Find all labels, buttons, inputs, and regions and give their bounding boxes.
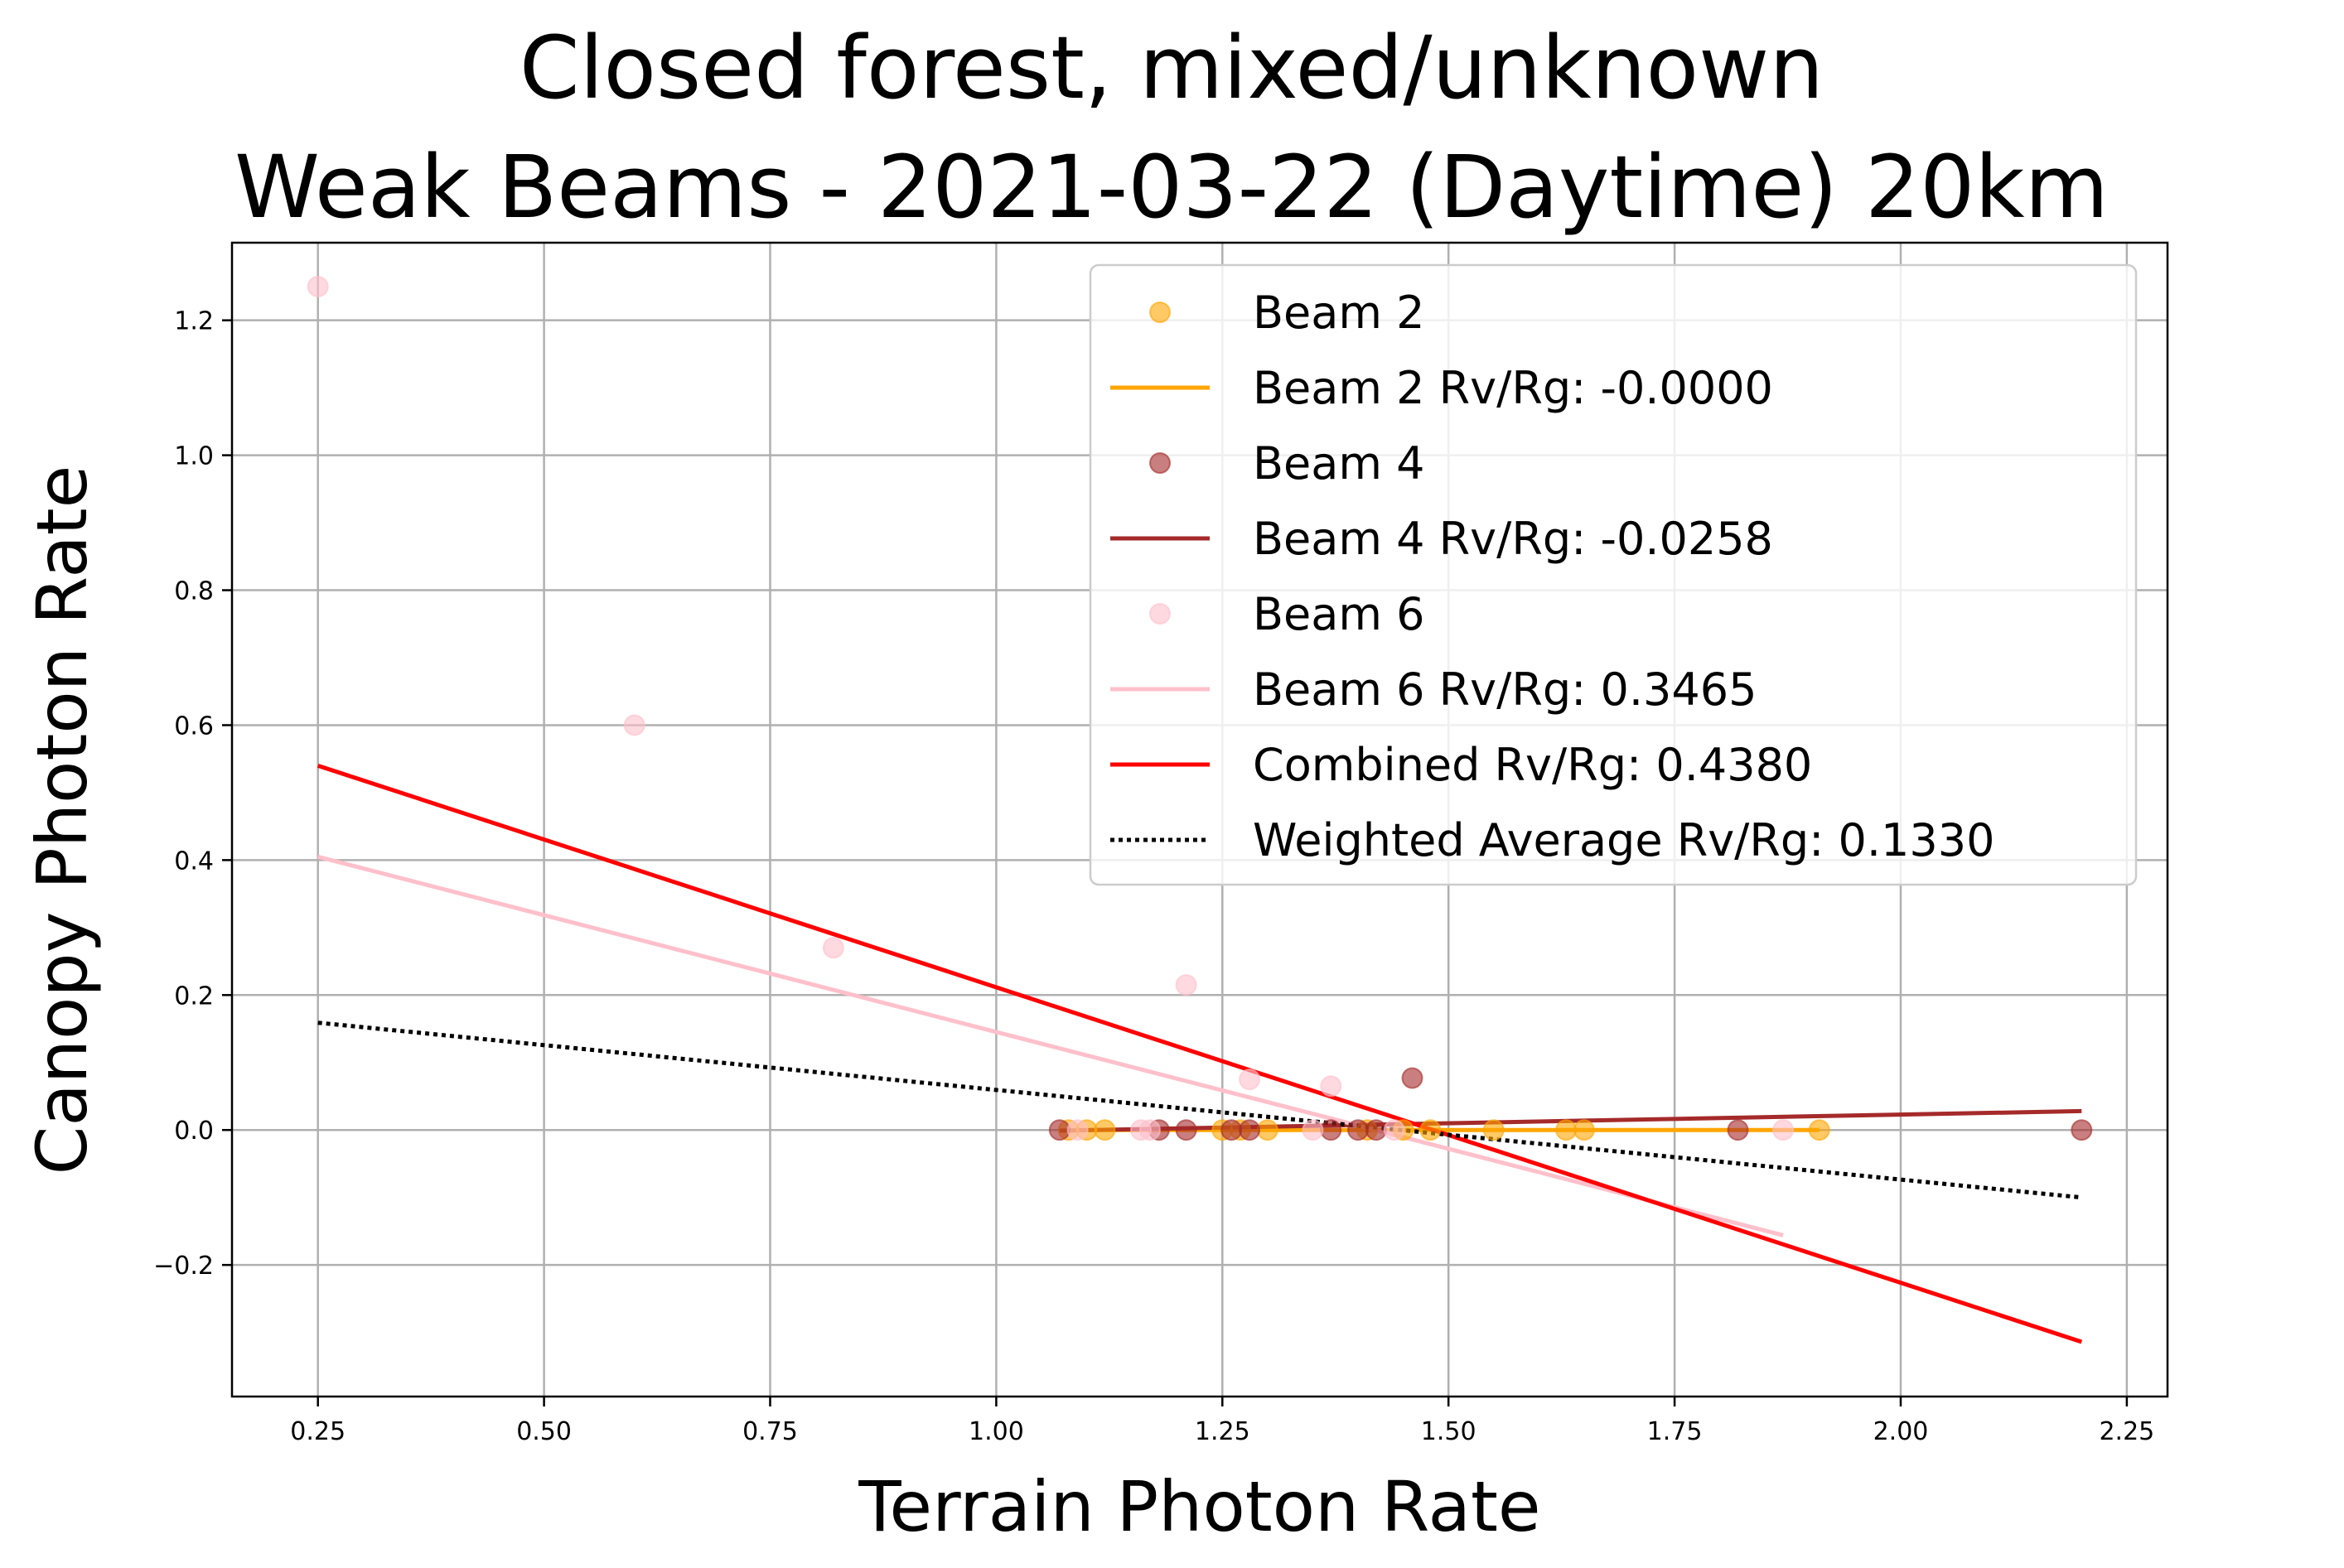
point-beam-4	[1347, 1119, 1370, 1141]
x-tick-label: 1.75	[1647, 1417, 1703, 1446]
legend-box	[1089, 263, 2138, 886]
x-tick-label: 0.25	[290, 1417, 346, 1446]
plot-frame	[230, 241, 2169, 1398]
x-tick-label: 0.50	[516, 1417, 572, 1446]
legend: Beam 2 Beam 2 Rv/Rg: -0.0000 Beam 4 Beam 4 …	[1089, 263, 2138, 886]
legend-label: Beam 4	[1253, 437, 1424, 490]
legend-marker	[1149, 603, 1171, 625]
point-beam-6	[1383, 1119, 1405, 1141]
point-beam-2	[1419, 1119, 1442, 1141]
plot-series	[307, 275, 2093, 1344]
point-beam-4	[1727, 1119, 1749, 1141]
point-beam-6	[1239, 1069, 1261, 1091]
legend-label: Beam 6	[1253, 588, 1424, 640]
legend-label: Beam 2 Rv/Rg: -0.0000	[1253, 362, 1773, 414]
point-beam-4	[1401, 1067, 1423, 1089]
point-beam-4	[2071, 1119, 2093, 1141]
y-tick-label: 1.0	[174, 442, 214, 471]
y-tick-label: 1.2	[174, 307, 214, 336]
axis-ticks: 0.25 0.50 0.75 1.00 1.25 1.50 1.75 2.00 2.25 −0.2…	[153, 307, 2154, 1446]
line-combined	[317, 763, 2083, 1344]
y-tick-label: 0.4	[174, 847, 214, 876]
point-beam-2	[1256, 1119, 1278, 1141]
legend-label: Beam 6 Rv/Rg: 0.3465	[1253, 663, 1757, 716]
legend-label: Weighted Average Rv/Rg: 0.1330	[1253, 814, 1994, 866]
x-tick-label: 1.50	[1421, 1417, 1476, 1446]
y-tick-label: −0.2	[153, 1252, 214, 1281]
legend-label: Beam 4 Rv/Rg: -0.0258	[1253, 513, 1773, 565]
point-beam-6	[1302, 1119, 1324, 1141]
y-tick-label: 0.8	[174, 577, 214, 606]
x-tick-label: 2.00	[1873, 1417, 1929, 1446]
y-tick-label: 0.2	[174, 982, 214, 1011]
point-beam-4	[1048, 1119, 1071, 1141]
x-tick-label: 2.25	[2099, 1417, 2154, 1446]
point-beam-2	[1808, 1119, 1830, 1141]
line-beam-6	[317, 854, 1784, 1238]
point-beam-6	[307, 275, 329, 297]
point-beam-4	[1220, 1119, 1243, 1141]
point-beam-2	[1482, 1119, 1505, 1141]
x-tick-label: 1.25	[1195, 1417, 1250, 1446]
legend-marker	[1149, 302, 1171, 323]
y-tick-label: 0.0	[174, 1117, 214, 1146]
point-beam-4	[1239, 1119, 1261, 1141]
legend-label: Combined Rv/Rg: 0.4380	[1253, 739, 1812, 791]
point-beam-2	[1573, 1119, 1595, 1141]
point-beam-6	[1772, 1119, 1795, 1141]
point-beam-6	[1066, 1119, 1089, 1141]
point-beam-2	[1094, 1119, 1116, 1141]
point-beam-6	[623, 714, 645, 736]
point-beam-6	[1320, 1075, 1342, 1098]
point-beam-2	[1555, 1119, 1578, 1141]
point-beam-4	[1175, 1119, 1197, 1141]
y-tick-label: 0.6	[174, 712, 214, 741]
point-beam-4	[1320, 1119, 1342, 1141]
line-weighted-average	[317, 1020, 2082, 1200]
chart-title: Closed forest, mixed/unknown	[520, 17, 1824, 118]
point-beam-6	[822, 937, 844, 959]
x-tick-label: 0.75	[742, 1417, 798, 1446]
x-axis-label: Terrain Photon Rate	[858, 1466, 1540, 1547]
chart-subtitle: Weak Beams - 2021-03-22 (Daytime) 20km	[234, 137, 2109, 238]
point-beam-4	[1365, 1119, 1387, 1141]
legend-label: Beam 2	[1253, 287, 1424, 339]
legend-marker	[1149, 452, 1171, 474]
point-beam-6	[1175, 974, 1197, 996]
x-tick-label: 1.00	[969, 1417, 1024, 1446]
point-beam-6	[1138, 1119, 1161, 1141]
y-axis-label: Canopy Photon Rate	[22, 466, 103, 1175]
